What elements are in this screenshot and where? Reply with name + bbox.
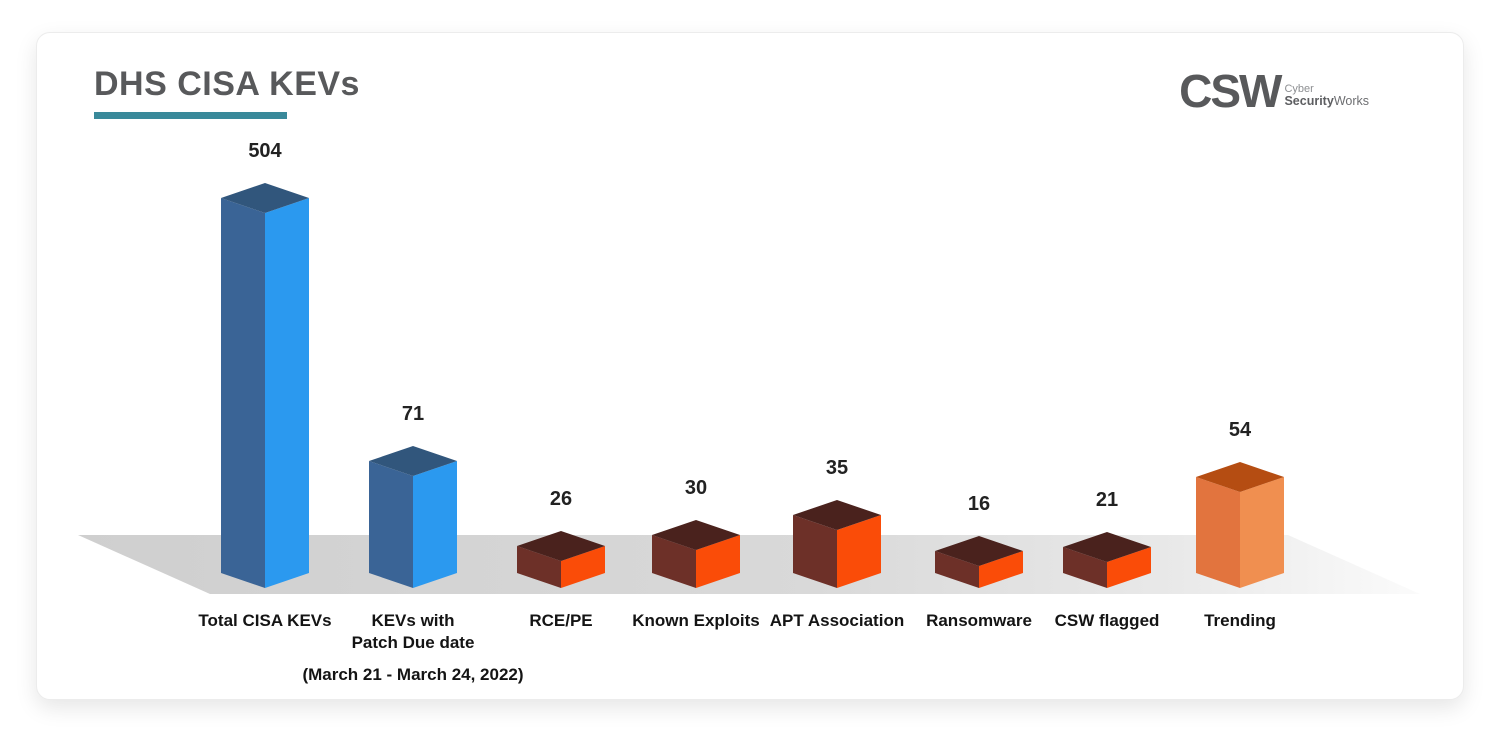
bar-category-line: KEVs with: [371, 611, 455, 630]
bar-category-label-kevs-with-patch-due-date: KEVs with Patch Due date (March 21 - March…: [273, 610, 553, 686]
bar-category-label-total-cisa-kevs: Total CISA KEVs: [125, 610, 405, 632]
bar-category-line: Trending: [1204, 611, 1276, 630]
bar-value-ransomware: 16: [967, 493, 991, 515]
title-underline: [94, 112, 287, 119]
bar-value-kevs-with-patch-due-date: 71: [401, 403, 425, 425]
csw-logo-security: Security: [1284, 93, 1334, 108]
bar-category-label-rce-pe: RCE/PE: [421, 610, 701, 632]
bar-category-line: Total CISA KEVs: [198, 611, 332, 630]
bar-value-total-cisa-kevs: 504: [248, 140, 282, 162]
csw-logo-securityworks: SecurityWorks: [1284, 93, 1369, 109]
page-title: DHS CISA KEVs: [94, 65, 360, 103]
bar-category-label-apt-association: APT Association: [697, 610, 977, 632]
csw-logo-acronym: CSW: [1179, 65, 1282, 117]
bar-category-line: RCE/PE: [529, 611, 593, 630]
csw-logo: CSW Cyber SecurityWorks: [1179, 65, 1369, 117]
csw-logo-works: Works: [1333, 93, 1369, 108]
bar-category-label-ransomware: Ransomware: [839, 610, 1119, 632]
csw-logo-text: Cyber SecurityWorks: [1284, 82, 1369, 111]
bar-category-line: APT Association: [769, 611, 905, 630]
bar-value-rce-pe: 26: [549, 488, 573, 510]
bar-category-line: Ransomware: [926, 611, 1032, 630]
bar-value-apt-association: 35: [825, 457, 849, 479]
csw-logo-cyber: Cyber: [1284, 82, 1314, 95]
bar-category-label-trending: Trending: [1100, 610, 1380, 632]
bar-category-line: Patch Due date: [351, 633, 475, 652]
bar-category-label-known-exploits: Known Exploits: [556, 610, 836, 632]
bar-value-csw-flagged: 21: [1095, 489, 1119, 511]
bar-value-trending: 54: [1228, 419, 1252, 441]
bar-category-line: Known Exploits: [632, 611, 760, 630]
date-range-note: (March 21 - March 24, 2022): [302, 665, 524, 684]
bar-category-line: CSW flagged: [1054, 611, 1160, 630]
bar-category-label-csw-flagged: CSW flagged: [967, 610, 1247, 632]
bar-value-known-exploits: 30: [684, 477, 708, 499]
